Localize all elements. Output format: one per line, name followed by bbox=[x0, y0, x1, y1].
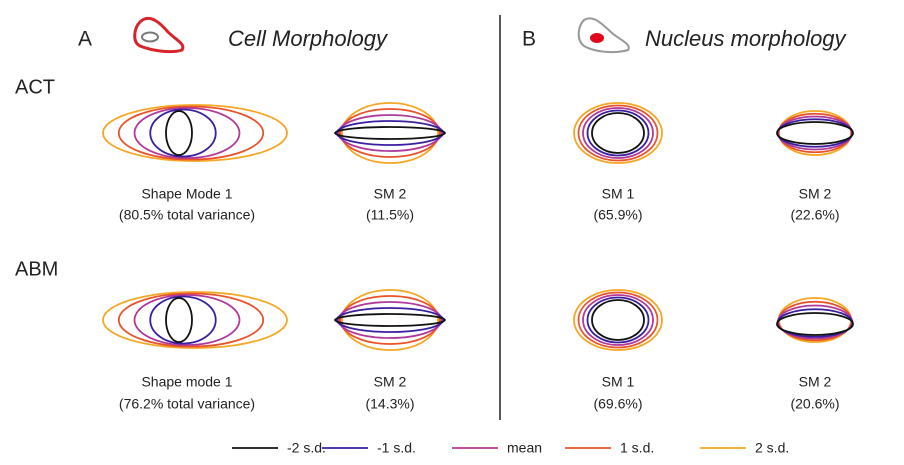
panel-title: Cell Morphology bbox=[228, 26, 389, 51]
mode-label: Shape Mode 1 bbox=[141, 186, 232, 202]
legend-label: -2 s.d. bbox=[287, 440, 326, 456]
mode-detail: (76.2% total variance) bbox=[119, 396, 255, 412]
mode-label: SM 2 bbox=[799, 374, 832, 390]
contour bbox=[334, 313, 446, 327]
mode-label: SM 1 bbox=[602, 374, 635, 390]
mode-label: SM 2 bbox=[374, 374, 407, 390]
contour bbox=[577, 104, 659, 162]
contour bbox=[334, 126, 446, 140]
contour bbox=[149, 295, 217, 345]
contour bbox=[102, 104, 288, 162]
mode-detail: (65.9%) bbox=[593, 207, 642, 223]
mode-detail: (20.6%) bbox=[790, 396, 839, 412]
mode-label: SM 2 bbox=[374, 186, 407, 202]
panel-letter: B bbox=[522, 28, 536, 51]
contour bbox=[341, 102, 439, 164]
legend-label: mean bbox=[507, 440, 542, 456]
contour bbox=[582, 107, 654, 159]
panel-letter: A bbox=[78, 28, 92, 51]
contour bbox=[337, 114, 443, 152]
contour bbox=[776, 118, 854, 148]
row-label: ABM bbox=[15, 258, 58, 280]
contour bbox=[776, 121, 854, 145]
panel-title: Nucleus morphology bbox=[645, 26, 848, 51]
mode-label: Shape mode 1 bbox=[141, 374, 232, 390]
contour bbox=[341, 289, 439, 351]
contour bbox=[337, 301, 443, 339]
legend-label: -1 s.d. bbox=[377, 440, 416, 456]
contour bbox=[776, 312, 854, 336]
row-label: ACT bbox=[15, 76, 55, 98]
contour bbox=[335, 307, 445, 333]
contour bbox=[573, 289, 663, 351]
mode-label: SM 1 bbox=[602, 186, 635, 202]
contour bbox=[149, 108, 217, 158]
legend-label: 1 s.d. bbox=[620, 440, 654, 456]
mode-detail: (22.6%) bbox=[790, 207, 839, 223]
cell-icon bbox=[133, 16, 185, 54]
contour bbox=[102, 291, 288, 349]
contour bbox=[577, 291, 659, 349]
contour bbox=[117, 292, 265, 348]
contour bbox=[573, 102, 663, 164]
contour bbox=[339, 295, 441, 345]
nucleus-icon bbox=[577, 17, 630, 54]
mode-detail: (80.5% total variance) bbox=[119, 207, 255, 223]
contour bbox=[778, 110, 852, 156]
contour bbox=[339, 108, 441, 158]
contour bbox=[133, 294, 241, 346]
contour bbox=[335, 120, 445, 146]
contour bbox=[591, 112, 645, 154]
mode-label: SM 2 bbox=[799, 186, 832, 202]
contour bbox=[582, 294, 654, 346]
mode-detail: (69.6%) bbox=[593, 396, 642, 412]
contour bbox=[586, 296, 650, 344]
contour bbox=[117, 105, 265, 161]
contour bbox=[165, 110, 193, 156]
contour bbox=[586, 109, 650, 157]
contour bbox=[165, 297, 193, 343]
mode-detail: (14.3%) bbox=[365, 396, 414, 412]
contour bbox=[133, 107, 241, 159]
legend-label: 2 s.d. bbox=[755, 440, 789, 456]
mode-detail: (11.5%) bbox=[366, 207, 414, 223]
contour bbox=[591, 299, 645, 341]
